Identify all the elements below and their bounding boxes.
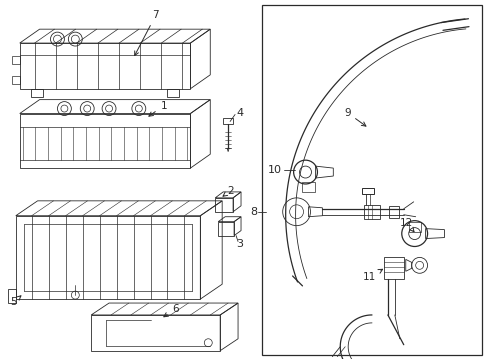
Text: 8: 8 [249,207,256,217]
Text: 12: 12 [399,218,413,232]
Bar [262,5,481,355]
Text: 7: 7 [134,10,159,55]
Text: 10: 10 [267,165,281,175]
Text: 9: 9 [343,108,365,126]
Bar [388,206,398,218]
Text: 1: 1 [149,100,166,116]
Text: 2: 2 [223,186,233,196]
Bar [364,205,379,219]
Text: 3: 3 [236,239,243,248]
Text: 4: 4 [236,108,243,117]
Bar [383,257,403,279]
Text: 5: 5 [10,296,21,307]
Text: 11: 11 [362,269,382,282]
Bar [361,188,373,194]
Text: 6: 6 [163,304,179,317]
